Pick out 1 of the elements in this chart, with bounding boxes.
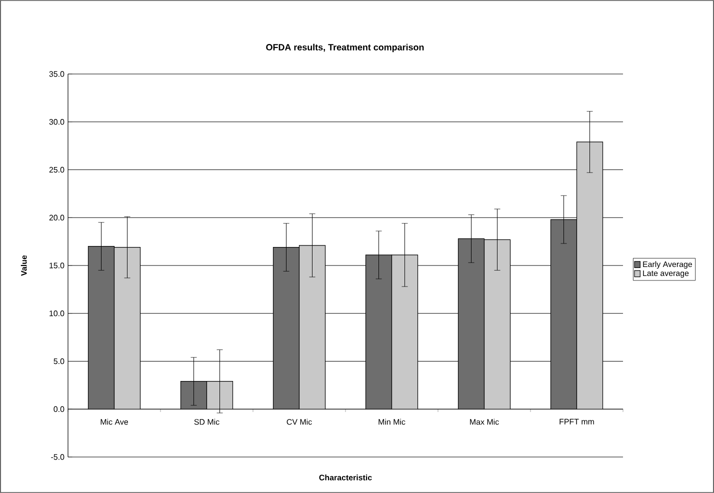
chart-title: OFDA results, Treatment comparison <box>266 44 424 52</box>
